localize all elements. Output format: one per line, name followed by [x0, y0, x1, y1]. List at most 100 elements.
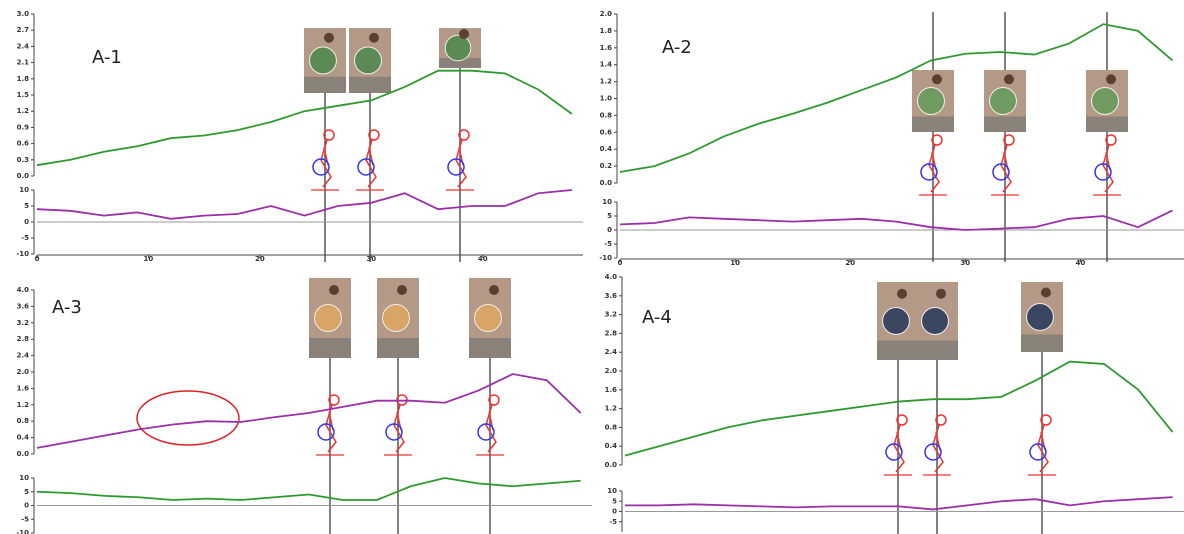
- y-tick-label: 10: [607, 487, 617, 495]
- x-tick-label: 30: [960, 259, 970, 267]
- x-tick-label: 10: [144, 255, 154, 263]
- y-tick-label: 0.0: [600, 179, 613, 187]
- figure-body: [326, 405, 336, 452]
- data-line: [37, 374, 581, 448]
- y-tick-label: 0.9: [17, 123, 30, 131]
- photo-head: [324, 33, 334, 43]
- y-tick-label: 1.0: [600, 95, 613, 103]
- photo-plate: [383, 305, 410, 332]
- y-tick-label: 0.6: [17, 140, 30, 148]
- figure: A-13.02.72.42.11.81.51.20.90.60.30.01050…: [0, 0, 1184, 534]
- photo-bg: [309, 338, 351, 358]
- y-tick-label: 1.8: [17, 75, 30, 83]
- data-line: [37, 190, 572, 219]
- y-tick-label: 3.6: [605, 292, 618, 300]
- x-tick-label: 0: [618, 259, 623, 267]
- y-tick-label: 0.0: [17, 450, 30, 458]
- photo-plate: [1092, 88, 1119, 115]
- photo-bg: [1021, 335, 1063, 353]
- photo-bg: [349, 77, 391, 93]
- photo-plate: [310, 47, 337, 74]
- photo-head: [1106, 74, 1116, 84]
- y-tick-label: 10: [19, 186, 29, 194]
- y-tick-label: 0.3: [17, 156, 30, 164]
- y-tick-label: -5: [604, 240, 612, 248]
- y-tick-label: 2.7: [17, 26, 30, 34]
- y-tick-label: 1.2: [17, 401, 30, 409]
- figure-body: [933, 425, 943, 472]
- photo-head: [936, 289, 946, 299]
- y-tick-label: 2.0: [600, 10, 613, 18]
- data-line: [625, 497, 1173, 509]
- y-tick-label: 1.8: [600, 27, 613, 35]
- photo-plate: [918, 88, 945, 115]
- photo-bg: [304, 77, 346, 93]
- y-tick-label: 2.4: [605, 348, 618, 356]
- y-tick-label: 3.0: [17, 10, 30, 18]
- y-tick-label: 4.0: [17, 286, 30, 294]
- y-tick-label: 0.0: [605, 461, 618, 469]
- y-tick-label: 0.2: [600, 162, 613, 170]
- x-tick-label: 20: [255, 255, 265, 263]
- photo-bg: [1086, 117, 1128, 133]
- y-tick-label: 5: [24, 488, 29, 496]
- y-tick-label: 0.8: [600, 111, 613, 119]
- figure-body: [929, 145, 939, 192]
- y-tick-label: 5: [607, 212, 612, 220]
- y-tick-label: 2.4: [17, 42, 30, 50]
- y-tick-label: 2.4: [17, 352, 30, 360]
- y-tick-label: 0.4: [600, 145, 613, 153]
- photo-plate: [445, 35, 471, 61]
- y-tick-label: 1.6: [605, 386, 618, 394]
- y-tick-label: 2.1: [17, 59, 30, 67]
- y-tick-label: 1.2: [600, 78, 613, 86]
- y-tick-label: 1.6: [600, 44, 613, 52]
- y-tick-label: 3.2: [605, 311, 618, 319]
- y-tick-label: 3.6: [17, 302, 30, 310]
- figure-body: [486, 405, 496, 452]
- y-tick-label: -5: [21, 234, 29, 242]
- y-tick-label: 0: [24, 502, 29, 510]
- photo-head: [329, 285, 339, 295]
- photo-head: [369, 33, 379, 43]
- y-tick-label: 10: [602, 198, 612, 206]
- y-tick-label: 1.5: [17, 91, 30, 99]
- y-tick-label: 1.4: [600, 61, 613, 69]
- photo-plate: [883, 308, 910, 335]
- y-tick-label: 5: [612, 497, 617, 505]
- y-tick-label: -5: [21, 515, 29, 523]
- y-tick-label: 0.8: [17, 417, 30, 425]
- photo-bg: [916, 341, 958, 361]
- photo-plate: [355, 47, 382, 74]
- photo-head: [932, 74, 942, 84]
- photo-bg: [377, 338, 419, 358]
- data-line: [620, 210, 1172, 230]
- y-tick-label: 0.4: [17, 434, 30, 442]
- y-tick-label: 5: [24, 202, 29, 210]
- photo-head: [459, 29, 469, 39]
- photo-head: [897, 289, 907, 299]
- x-tick-label: 20: [845, 259, 855, 267]
- y-tick-label: 4.0: [605, 273, 618, 281]
- y-tick-label: 0.6: [600, 128, 613, 136]
- y-tick-label: -10: [16, 250, 29, 258]
- y-tick-label: 3.2: [17, 319, 30, 327]
- y-tick-label: 0: [24, 218, 29, 226]
- photo-bg: [912, 117, 954, 133]
- figure-body: [321, 140, 331, 187]
- highlight-circle: [137, 391, 239, 445]
- x-tick-label: 40: [1076, 259, 1086, 267]
- y-tick-label: 2.8: [17, 335, 30, 343]
- y-tick-label: 10: [19, 474, 29, 482]
- y-tick-label: 1.2: [605, 405, 618, 413]
- figure-body: [1038, 425, 1048, 472]
- figure-body: [894, 425, 904, 472]
- panel-title: A-4: [642, 307, 672, 328]
- figure-body: [1001, 145, 1011, 192]
- figure-body: [366, 140, 376, 187]
- y-tick-label: 2.8: [605, 329, 618, 337]
- photo-plate: [1027, 304, 1054, 331]
- y-tick-label: 0: [612, 508, 617, 516]
- x-tick-label: 40: [478, 255, 488, 263]
- photo-plate: [922, 308, 949, 335]
